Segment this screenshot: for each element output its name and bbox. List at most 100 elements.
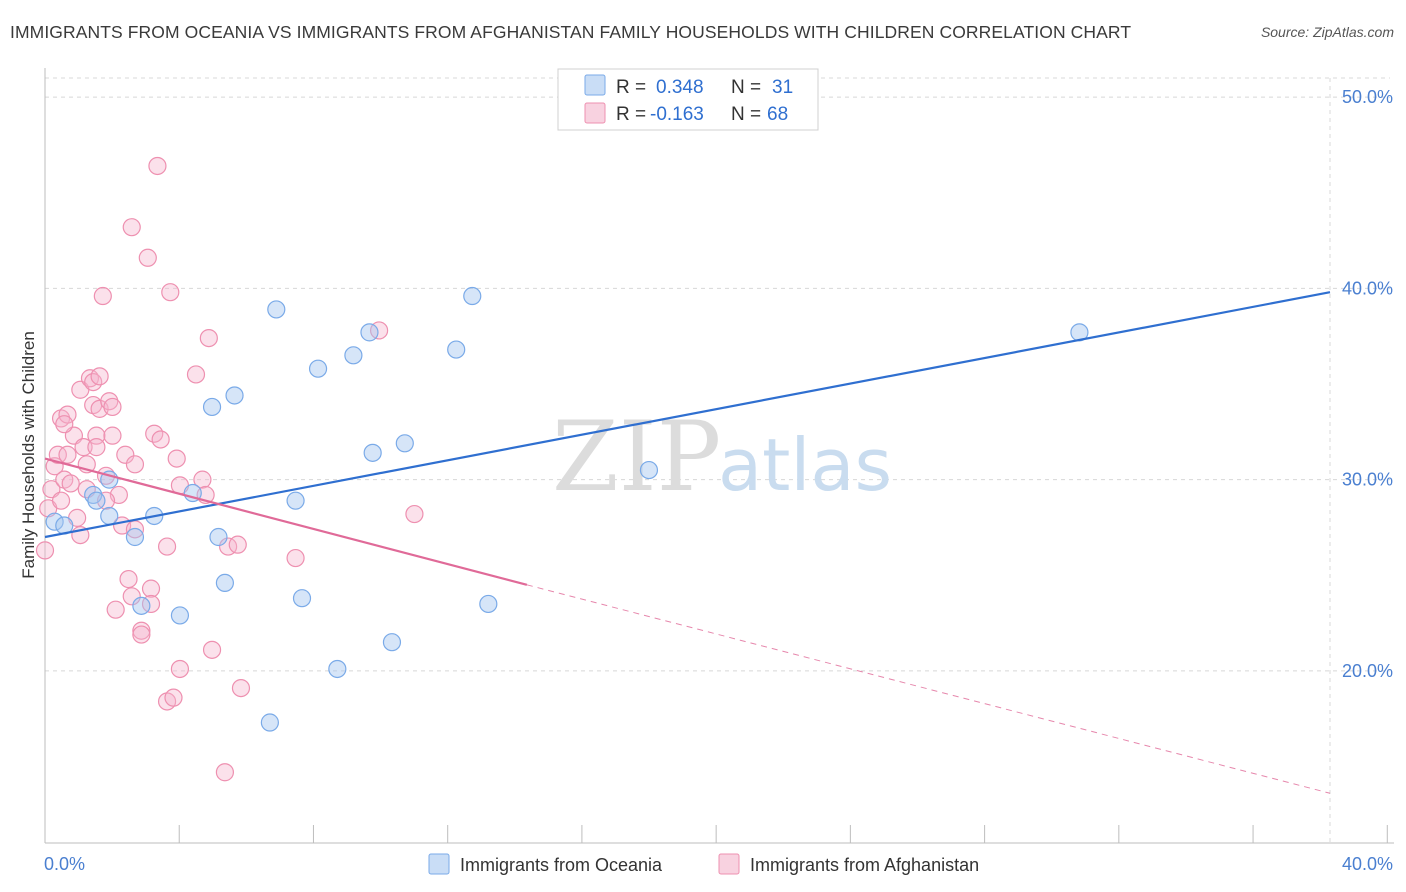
point-oceania-12 bbox=[209, 527, 228, 547]
point-afghanistan-34 bbox=[119, 569, 138, 589]
point-afghanistan-5 bbox=[51, 491, 71, 510]
point-afghanistan-66 bbox=[55, 415, 74, 434]
axes bbox=[44, 68, 1394, 844]
point-oceania-28 bbox=[479, 594, 498, 614]
x-tick-label-0: 0.0% bbox=[44, 854, 85, 874]
point-afghanistan-4 bbox=[48, 445, 67, 464]
point-afghanistan-58 bbox=[202, 640, 222, 659]
point-oceania-14 bbox=[225, 386, 244, 405]
point-oceania-5 bbox=[100, 506, 119, 526]
point-oceania-18 bbox=[292, 589, 312, 608]
point-oceania-27 bbox=[463, 286, 482, 306]
bottom-legend-label-afghanistan: Immigrants from Afghanistan bbox=[750, 855, 979, 875]
point-oceania-24 bbox=[382, 633, 402, 652]
legend-r-value-1: 0.348 bbox=[656, 77, 704, 98]
point-afghanistan-9 bbox=[58, 405, 77, 424]
trend-lines bbox=[44, 291, 1331, 794]
point-afghanistan-57 bbox=[199, 329, 218, 348]
point-afghanistan-27 bbox=[100, 392, 119, 411]
point-oceania-19 bbox=[308, 359, 328, 378]
y-tick-labels: 20.0% 30.0% 40.0% 50.0% bbox=[1342, 87, 1393, 681]
point-oceania-2 bbox=[84, 485, 103, 505]
series-oceania bbox=[45, 286, 1089, 732]
series-afghanistan bbox=[35, 156, 424, 782]
point-afghanistan-0 bbox=[35, 541, 55, 560]
point-oceania-17 bbox=[286, 491, 305, 510]
point-afghanistan-22 bbox=[87, 438, 106, 457]
point-afghanistan-33 bbox=[116, 445, 135, 464]
legend-n-value-2: 68 bbox=[767, 104, 788, 125]
y-tick-label-0: 20.0% bbox=[1342, 661, 1393, 681]
y-tick-label-1: 30.0% bbox=[1342, 470, 1393, 490]
point-oceania-3 bbox=[87, 491, 106, 510]
point-afghanistan-48 bbox=[157, 537, 177, 556]
point-afghanistan-23 bbox=[90, 367, 109, 386]
point-afghanistan-8 bbox=[58, 445, 77, 464]
point-afghanistan-54 bbox=[186, 365, 206, 384]
point-oceania-23 bbox=[363, 443, 382, 462]
point-afghanistan-62 bbox=[231, 678, 251, 698]
legend-swatch-oceania bbox=[584, 74, 606, 96]
bottom-legend: Immigrants from Oceania Immigrants from … bbox=[428, 853, 979, 875]
point-afghanistan-10 bbox=[61, 474, 80, 493]
point-afghanistan-50 bbox=[164, 688, 183, 707]
point-oceania-29 bbox=[639, 460, 659, 480]
legend-n-label-1: N = bbox=[731, 77, 761, 98]
point-afghanistan-41 bbox=[138, 248, 157, 267]
point-afghanistan-15 bbox=[74, 438, 93, 457]
point-afghanistan-35 bbox=[122, 218, 141, 237]
bottom-legend-label-oceania: Immigrants from Oceania bbox=[460, 855, 663, 875]
trend-line-afghanistan bbox=[44, 457, 528, 586]
point-oceania-16 bbox=[267, 300, 286, 319]
point-oceania-6 bbox=[125, 527, 145, 547]
point-afghanistan-40 bbox=[132, 625, 151, 644]
point-afghanistan-25 bbox=[93, 286, 112, 306]
legend-r-label-1: R = bbox=[616, 77, 646, 98]
bottom-legend-swatch-oceania bbox=[428, 853, 450, 875]
point-oceania-7 bbox=[132, 596, 151, 615]
point-oceania-0 bbox=[45, 512, 64, 531]
point-oceania-22 bbox=[360, 323, 379, 342]
y-tick-label-2: 40.0% bbox=[1342, 278, 1393, 298]
x-tick-labels: 0.0% 40.0% bbox=[44, 854, 1393, 874]
point-afghanistan-38 bbox=[125, 455, 145, 474]
y-tick-label-3: 50.0% bbox=[1342, 87, 1393, 107]
x-tick-label-1: 40.0% bbox=[1342, 854, 1393, 874]
chart-title: IMMIGRANTS FROM OCEANIA VS IMMIGRANTS FR… bbox=[10, 22, 1132, 42]
legend-swatch-afghanistan bbox=[584, 102, 606, 124]
legend-box: R = 0.348 N = 31 R = -0.163 N = 68 bbox=[557, 68, 819, 131]
trend-line-afghanistan-extension bbox=[526, 584, 1331, 794]
chart-source: Source: ZipAtlas.com bbox=[1260, 24, 1394, 40]
point-afghanistan-53 bbox=[170, 659, 190, 679]
point-afghanistan-42 bbox=[141, 579, 161, 598]
point-afghanistan-36 bbox=[122, 587, 141, 606]
legend-n-label-2: N = bbox=[731, 104, 761, 125]
watermark: ZIP atlas bbox=[552, 401, 892, 513]
point-oceania-26 bbox=[447, 340, 466, 359]
legend-r-value-2: -0.163 bbox=[650, 104, 704, 125]
point-afghanistan-59 bbox=[215, 763, 234, 782]
point-oceania-25 bbox=[395, 434, 414, 453]
point-afghanistan-51 bbox=[167, 449, 186, 468]
point-afghanistan-30 bbox=[106, 600, 125, 619]
watermark-atlas: atlas bbox=[718, 423, 892, 507]
point-oceania-20 bbox=[328, 659, 347, 679]
bottom-legend-swatch-afghanistan bbox=[718, 853, 740, 875]
point-oceania-11 bbox=[202, 397, 222, 417]
point-afghanistan-46 bbox=[151, 430, 170, 449]
point-afghanistan-49 bbox=[161, 283, 180, 302]
point-afghanistan-63 bbox=[286, 548, 305, 568]
point-oceania-15 bbox=[260, 713, 279, 732]
point-oceania-9 bbox=[170, 606, 190, 625]
point-afghanistan-45 bbox=[148, 156, 167, 176]
point-afghanistan-61 bbox=[228, 535, 247, 554]
point-oceania-13 bbox=[215, 573, 234, 593]
watermark-zip: ZIP bbox=[552, 401, 721, 513]
point-afghanistan-39 bbox=[132, 621, 151, 640]
point-afghanistan-55 bbox=[193, 470, 212, 489]
legend-n-value-1: 31 bbox=[772, 77, 793, 98]
point-oceania-21 bbox=[344, 346, 363, 365]
point-afghanistan-65 bbox=[405, 504, 424, 524]
y-axis-title: Family Households with Children bbox=[19, 331, 38, 579]
